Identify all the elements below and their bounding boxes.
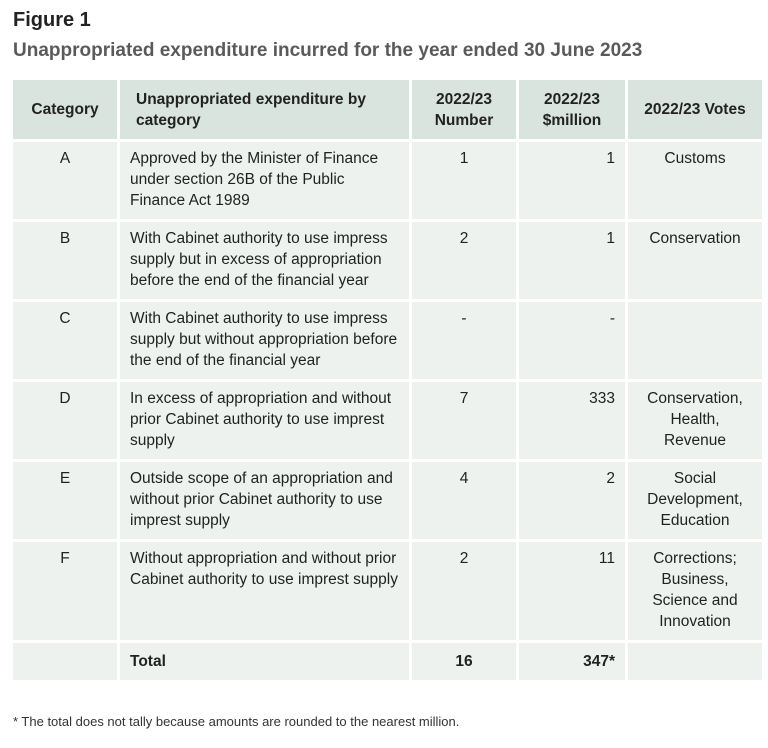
row-amount: 333 — [519, 382, 625, 459]
row-number: 1 — [412, 142, 516, 219]
total-row: Total 16 347* — [13, 643, 762, 680]
row-category: B — [13, 222, 117, 299]
row-description: With Cabinet authority to use impress su… — [120, 222, 409, 299]
row-votes: Conservation, Health, Revenue — [628, 382, 762, 459]
row-amount: - — [519, 302, 625, 379]
row-category: D — [13, 382, 117, 459]
table-row: C With Cabinet authority to use impress … — [13, 302, 762, 379]
row-votes: Customs — [628, 142, 762, 219]
row-votes: Conservation — [628, 222, 762, 299]
row-category: A — [13, 142, 117, 219]
row-description: In excess of appropriation and without p… — [120, 382, 409, 459]
row-description: Approved by the Minister of Finance unde… — [120, 142, 409, 219]
header-amount: 2022/23 $million — [519, 80, 625, 139]
row-number: 2 — [412, 542, 516, 640]
row-number: - — [412, 302, 516, 379]
expenditure-table: Category Unappropriated expenditure by c… — [10, 77, 765, 683]
table-row: E Outside scope of an appropriation and … — [13, 462, 762, 539]
header-number: 2022/23 Number — [412, 80, 516, 139]
row-category: F — [13, 542, 117, 640]
header-votes: 2022/23 Votes — [628, 80, 762, 139]
row-description: Without appropriation and without prior … — [120, 542, 409, 640]
row-amount: 11 — [519, 542, 625, 640]
row-number: 2 — [412, 222, 516, 299]
total-votes-cell — [628, 643, 762, 680]
table-header-row: Category Unappropriated expenditure by c… — [13, 80, 762, 139]
total-label: Total — [120, 643, 409, 680]
row-amount: 1 — [519, 142, 625, 219]
row-votes: Social Development, Education — [628, 462, 762, 539]
total-number: 16 — [412, 643, 516, 680]
row-amount: 1 — [519, 222, 625, 299]
row-votes: Corrections; Business, Science and Innov… — [628, 542, 762, 640]
header-category: Category — [13, 80, 117, 139]
table-row: F Without appropriation and without prio… — [13, 542, 762, 640]
row-amount: 2 — [519, 462, 625, 539]
figure-label: Figure 1 — [13, 9, 91, 31]
footnote: * The total does not tally because amoun… — [13, 714, 460, 729]
row-description: Outside scope of an appropriation and wi… — [120, 462, 409, 539]
total-amount: 347* — [519, 643, 625, 680]
row-number: 7 — [412, 382, 516, 459]
table-row: A Approved by the Minister of Finance un… — [13, 142, 762, 219]
row-votes — [628, 302, 762, 379]
row-category: E — [13, 462, 117, 539]
total-category-cell — [13, 643, 117, 680]
row-category: C — [13, 302, 117, 379]
table-row: D In excess of appropriation and without… — [13, 382, 762, 459]
header-description: Unappropriated expenditure by category — [120, 80, 409, 139]
figure-title: Unappropriated expenditure incurred for … — [13, 40, 643, 61]
row-number: 4 — [412, 462, 516, 539]
table-row: B With Cabinet authority to use impress … — [13, 222, 762, 299]
row-description: With Cabinet authority to use impress su… — [120, 302, 409, 379]
